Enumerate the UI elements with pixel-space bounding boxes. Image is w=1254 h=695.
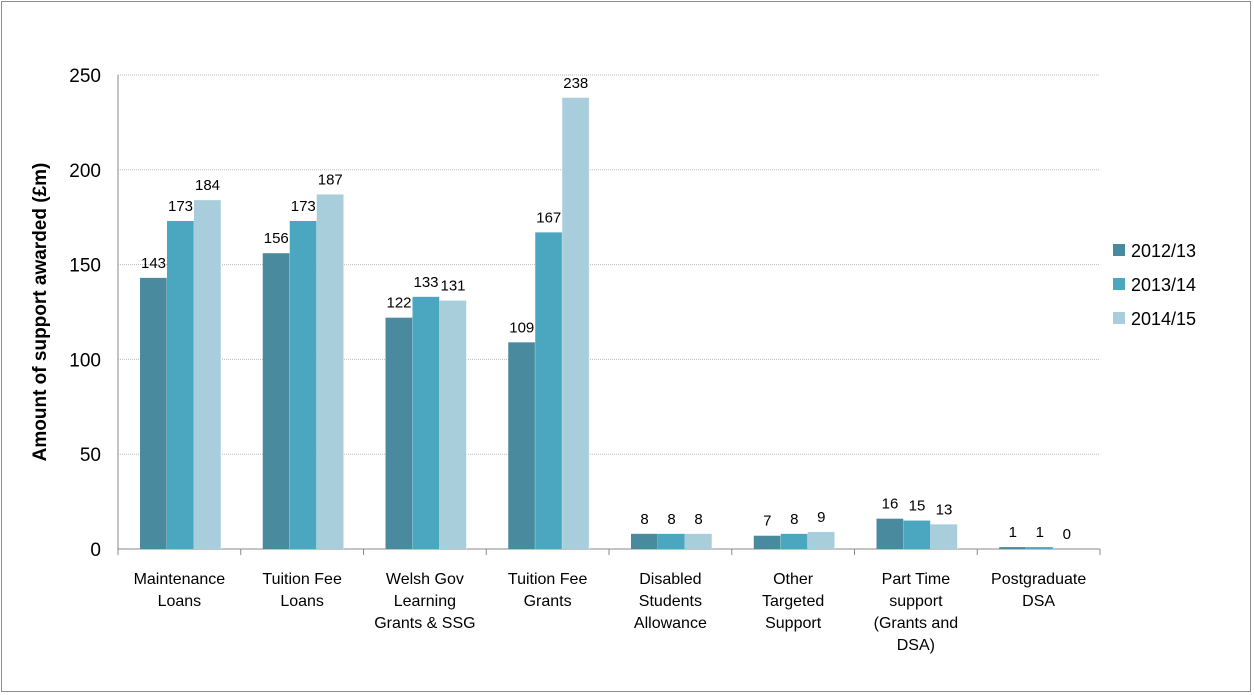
bar-2013/14-5: [780, 533, 808, 549]
x-tick-label-6: Part Time support (Grants and DSA): [874, 571, 958, 654]
data-label-2014/15-3: 238: [563, 75, 588, 92]
x-tick-label-7: Postgraduate DSA: [991, 571, 1086, 610]
x-tick-label-line: Grants: [524, 593, 572, 610]
bar-2012/13-3: [508, 342, 536, 549]
bar-2013/14-6: [903, 520, 931, 549]
x-tick-label-line: (Grants and: [874, 615, 958, 632]
data-label-2012/13-2: 122: [386, 295, 411, 312]
y-tick-label-50: 50: [80, 445, 101, 466]
x-tick-label-0: Maintenance Loans: [134, 571, 226, 610]
bar-2013/14-3: [535, 232, 563, 550]
data-label-2014/15-6: 13: [936, 501, 953, 518]
data-label-2013/14-0: 173: [168, 198, 193, 215]
legend-label-2013/14: 2013/14: [1131, 275, 1196, 295]
bar-2012/13-7: [999, 547, 1027, 549]
data-label-2014/15-1: 187: [318, 171, 343, 188]
data-label-2014/15-5: 9: [817, 509, 825, 526]
x-tick-label-5: Other Targeted Support: [762, 571, 824, 632]
data-label-2014/15-7: 0: [1063, 526, 1071, 543]
data-label-2013/14-5: 8: [790, 511, 798, 528]
legend-swatch-2012/13: [1113, 244, 1125, 256]
bar-2012/13-6: [876, 518, 904, 549]
data-label-2013/14-4: 8: [667, 511, 675, 528]
x-tick-label-line: Disabled: [639, 571, 701, 588]
legend-swatch-2013/14: [1113, 278, 1125, 290]
y-axis-title: Amount of support awarded (£m): [30, 163, 51, 462]
bar-2013/14-7: [1026, 547, 1054, 549]
x-tick-label-2: Welsh Gov Learning Grants & SSG: [374, 571, 475, 632]
bar-2014/15-0: [194, 200, 221, 550]
data-label-2012/13-7: 1: [1009, 524, 1017, 541]
x-tick-label-line: DSA): [897, 637, 935, 654]
data-label-2012/13-0: 143: [141, 255, 166, 272]
x-tick-label-line: Learning: [394, 593, 456, 610]
x-tick-label-line: Tuition Fee: [262, 571, 342, 588]
bar-2012/13-4: [631, 533, 658, 549]
data-label-2012/13-4: 8: [640, 511, 648, 528]
data-label-2014/15-0: 184: [195, 177, 220, 194]
x-tick-label-line: support: [889, 593, 943, 610]
x-tick-label-1: Tuition Fee Loans: [262, 571, 342, 610]
data-label-2012/13-6: 16: [882, 496, 899, 513]
bar-2013/14-4: [658, 533, 685, 549]
y-tick-label-100: 100: [69, 350, 101, 371]
data-label-2013/14-2: 133: [413, 274, 438, 291]
data-label-2013/14-7: 1: [1036, 524, 1044, 541]
y-tick-label-250: 250: [69, 66, 101, 87]
x-tick-label-line: Grants & SSG: [374, 615, 475, 632]
data-label-2012/13-5: 7: [763, 513, 771, 530]
data-label-2013/14-1: 173: [291, 198, 316, 215]
x-tick-label-line: Maintenance: [134, 571, 226, 588]
x-tick-label-line: Other: [773, 571, 814, 588]
x-tick-label-4: Disabled Students Allowance: [634, 571, 707, 632]
y-tick-label-150: 150: [69, 256, 101, 277]
bar-2014/15-5: [807, 531, 835, 549]
bar-2014/15-4: [685, 533, 712, 549]
y-tick-label-0: 0: [90, 540, 101, 561]
data-label-2014/15-2: 131: [440, 278, 465, 295]
bar-2014/15-6: [930, 524, 958, 549]
x-tick-label-line: Targeted: [762, 593, 824, 610]
legend-label-2012/13: 2012/13: [1131, 241, 1196, 261]
data-label-2014/15-4: 8: [694, 511, 702, 528]
x-tick-label-line: Postgraduate: [991, 571, 1086, 588]
x-tick-label-line: Tuition Fee: [508, 571, 588, 588]
bar-2013/14-2: [412, 296, 440, 549]
x-tick-label-line: Students: [639, 593, 702, 610]
x-tick-label-line: Welsh Gov: [386, 571, 464, 588]
bar-2014/15-2: [439, 300, 467, 549]
bar-2012/13-1: [262, 253, 290, 549]
legend-swatch-2014/15: [1113, 312, 1125, 324]
x-tick-label-line: Loans: [158, 593, 202, 610]
bar-2012/13-0: [140, 277, 167, 549]
bar-2013/14-0: [167, 220, 194, 549]
bar-2013/14-1: [289, 220, 317, 549]
data-label-2013/14-6: 15: [909, 498, 926, 515]
bar-2012/13-2: [385, 317, 413, 549]
legend-label-2014/15: 2014/15: [1131, 309, 1196, 329]
bar-2012/13-5: [753, 535, 781, 549]
data-label-2013/14-3: 167: [536, 209, 561, 226]
y-tick-label-200: 200: [69, 161, 101, 182]
x-tick-label-3: Tuition Fee Grants: [508, 571, 588, 610]
x-tick-label-line: Loans: [280, 593, 324, 610]
x-tick-label-line: Support: [765, 615, 822, 632]
x-tick-label-line: Allowance: [634, 615, 707, 632]
x-tick-label-line: DSA: [1022, 593, 1055, 610]
data-label-2012/13-3: 109: [509, 319, 534, 336]
bar-2014/15-1: [316, 194, 344, 549]
bar-2014/15-3: [562, 97, 590, 549]
data-label-2012/13-1: 156: [264, 230, 289, 247]
x-tick-label-line: Part Time: [882, 571, 951, 588]
